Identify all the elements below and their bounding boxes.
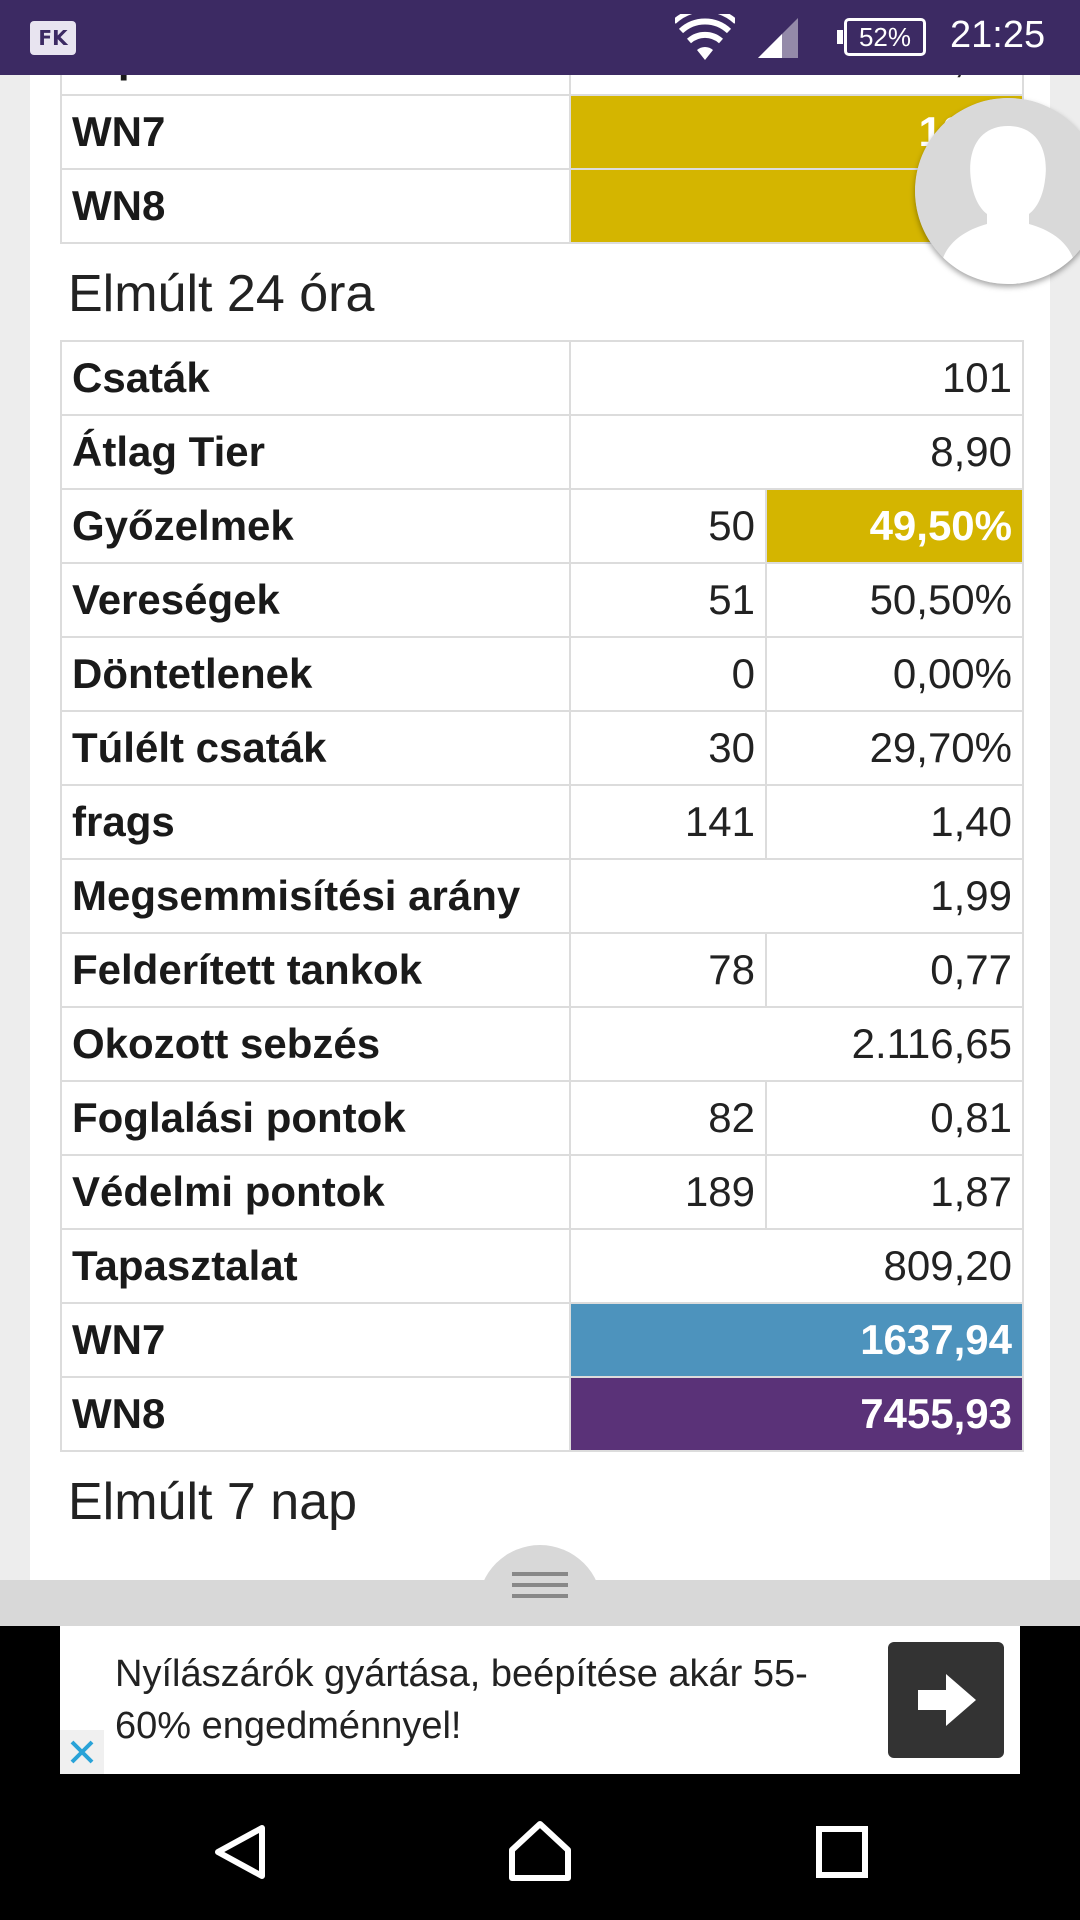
- wifi-icon: [675, 14, 735, 60]
- row-label: Győzelmek: [60, 488, 571, 564]
- row-value: 0,77: [764, 932, 1025, 1008]
- row-value: 29,70%: [764, 710, 1025, 786]
- person-silhouette-icon: [915, 98, 1080, 284]
- clock: 21:25: [950, 14, 1046, 56]
- table-row: Védelmi pontok 189 1,87: [60, 1154, 1025, 1230]
- wn7-value: 1637,94: [568, 1302, 1025, 1378]
- row-value: 8,90: [568, 414, 1025, 490]
- section-title-7d: Elmúlt 7 nap: [68, 1473, 358, 1531]
- row-value: 809,20: [568, 1228, 1025, 1304]
- ad-text[interactable]: Nyílászárók gyártása, beépítése akár 55-…: [115, 1653, 808, 1747]
- table-row: Okozott sebzés 2.116,65: [60, 1006, 1025, 1082]
- row-value: 2.116,65: [568, 1006, 1025, 1082]
- table-row: Döntetlenek 0 0,00%: [60, 636, 1025, 712]
- last-24h-stats-table: Csaták 101 Átlag Tier 8,90 Győzelmek 50 …: [60, 340, 1025, 1452]
- table-row: Foglalási pontok 82 0,81: [60, 1080, 1025, 1156]
- row-label: WN8: [60, 168, 571, 244]
- row-value: 50,50%: [764, 562, 1025, 638]
- row-label: Vereségek: [60, 562, 571, 638]
- row-value: 1,99: [568, 858, 1025, 934]
- row-value: 0,00%: [764, 636, 1025, 712]
- row-label: WN7: [60, 94, 571, 170]
- table-row: Tapasztalat 809,20: [60, 1228, 1025, 1304]
- row-label: Megsemmisítési arány: [60, 858, 571, 934]
- row-value: 582,28: [569, 75, 1024, 96]
- row-value: 1,40: [764, 784, 1025, 860]
- row-label: Túlélt csaták: [60, 710, 571, 786]
- section-title-24h: Elmúlt 24 óra: [68, 265, 375, 323]
- ad-area: Nyílászárók gyártása, beépítése akár 55-…: [0, 1626, 1080, 1776]
- ad-close-button[interactable]: [60, 1730, 104, 1774]
- back-icon[interactable]: [212, 1824, 272, 1880]
- arrow-right-icon: [918, 1674, 976, 1726]
- table-row: Vereségek 51 50,50%: [60, 562, 1025, 638]
- row-count: 141: [569, 784, 767, 860]
- row-count: 0: [569, 636, 767, 712]
- row-value: 49,50%: [764, 488, 1025, 564]
- table-row: Megsemmisítési arány 1,99: [60, 858, 1025, 934]
- table-row: WN8 1197: [60, 168, 1024, 244]
- navigation-bar: [0, 1776, 1080, 1920]
- row-label: Döntetlenek: [60, 636, 571, 712]
- row-label: Csaták: [60, 340, 571, 416]
- row-value: 101: [568, 340, 1025, 416]
- drawer-handle-icon[interactable]: [512, 1568, 568, 1604]
- row-value: 1,87: [764, 1154, 1025, 1230]
- status-bar: FK 52% 21:25: [0, 0, 1080, 75]
- row-label: Foglalási pontok: [60, 1080, 571, 1156]
- table-row: Győzelmek 50 49,50%: [60, 488, 1025, 564]
- avatar-icon[interactable]: [915, 98, 1080, 284]
- row-count: 30: [569, 710, 767, 786]
- row-label: Okozott sebzés: [60, 1006, 571, 1082]
- row-label: Védelmi pontok: [60, 1154, 571, 1230]
- table-row: WN8 7455,93: [60, 1376, 1025, 1452]
- signal-icon: [758, 18, 798, 58]
- close-icon: [70, 1740, 94, 1764]
- ad-banner[interactable]: Nyílászárók gyártása, beépítése akár 55-…: [60, 1626, 1020, 1774]
- row-label: Tapasztalat: [60, 1228, 571, 1304]
- stats-content: Tapasztalat 582,28 WN7 1037 WN8 1197 Elm…: [60, 75, 1025, 1548]
- row-count: 189: [569, 1154, 767, 1230]
- table-row: WN7 1037: [60, 94, 1024, 170]
- table-row: Túlélt csaták 30 29,70%: [60, 710, 1025, 786]
- home-icon[interactable]: [508, 1820, 572, 1882]
- table-row: Felderített tankok 78 0,77: [60, 932, 1025, 1008]
- wn8-value: 7455,93: [568, 1376, 1025, 1452]
- row-count: 82: [569, 1080, 767, 1156]
- row-label: frags: [60, 784, 571, 860]
- table-row: frags 141 1,40: [60, 784, 1025, 860]
- app-notification-icon: FK: [30, 21, 76, 55]
- row-label: Átlag Tier: [60, 414, 571, 490]
- row-label: Felderített tankok: [60, 932, 571, 1008]
- row-label: WN8: [60, 1376, 571, 1452]
- stats-page: Tapasztalat 582,28 WN7 1037 WN8 1197 Elm…: [30, 75, 1050, 1580]
- row-label: Tapasztalat: [60, 75, 571, 96]
- table-row: Átlag Tier 8,90: [60, 414, 1025, 490]
- table-row: WN7 1637,94: [60, 1302, 1025, 1378]
- ad-arrow-button[interactable]: [888, 1642, 1004, 1758]
- table-row: Tapasztalat 582,28: [60, 75, 1024, 96]
- overall-stats-table: Tapasztalat 582,28 WN7 1037 WN8 1197: [60, 75, 1024, 244]
- row-label: WN7: [60, 1302, 571, 1378]
- row-count: 51: [569, 562, 767, 638]
- row-count: 50: [569, 488, 767, 564]
- table-row: Csaták 101: [60, 340, 1025, 416]
- row-count: 78: [569, 932, 767, 1008]
- recents-icon[interactable]: [816, 1826, 868, 1878]
- row-value: 0,81: [764, 1080, 1025, 1156]
- battery-icon: 52%: [837, 18, 926, 56]
